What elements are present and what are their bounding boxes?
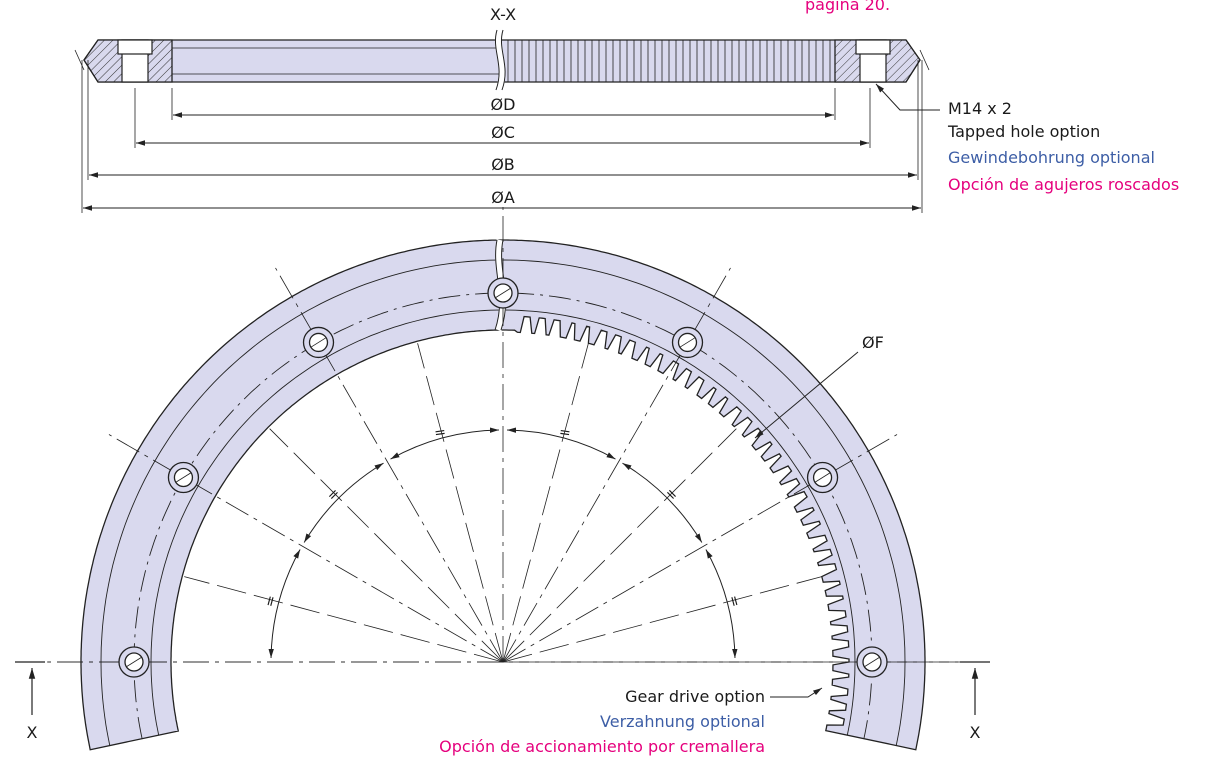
section-mark: X — [970, 723, 981, 742]
center-line — [270, 429, 503, 662]
equal-mark: = — [558, 424, 572, 441]
tapped-en: Tapped hole option — [947, 122, 1100, 141]
bolt-counterbore — [118, 40, 152, 54]
drawing: página 20. X-X ØD ØC ØB ØA M14 x 2 Tappe… — [0, 0, 1227, 767]
dim-a: ØA — [491, 188, 515, 207]
dim-d: ØD — [491, 95, 516, 114]
hole-axis — [920, 50, 929, 70]
angle-arc — [622, 463, 701, 542]
center-line — [418, 343, 503, 662]
center-line — [503, 577, 822, 662]
hole-axis — [75, 50, 84, 70]
center-line — [503, 429, 736, 662]
dim-f: ØF — [862, 333, 884, 352]
leader — [770, 688, 822, 697]
equal-mark: = — [324, 485, 344, 505]
dim-c: ØC — [491, 123, 515, 142]
gear-de: Verzahnung optional — [600, 712, 765, 731]
tapped-es: Opción de agujeros roscados — [948, 175, 1179, 194]
gear-es: Opción de accionamiento por cremallera — [439, 737, 765, 756]
section-label: X-X — [490, 5, 516, 24]
page-ref: página 20. — [805, 0, 890, 14]
section-mark: X — [27, 723, 38, 742]
equal-mark: = — [262, 594, 280, 609]
center-line — [184, 577, 503, 662]
tapped-size: M14 x 2 — [948, 99, 1012, 118]
bolt-counterbore — [856, 40, 890, 54]
equal-mark: = — [433, 424, 447, 441]
equal-mark: = — [661, 485, 681, 505]
equal-mark: = — [725, 594, 743, 609]
center-line — [503, 343, 588, 662]
dim-b: ØB — [491, 155, 515, 174]
angle-arc — [304, 463, 383, 542]
leader — [876, 84, 940, 110]
tapped-de: Gewindebohrung optional — [948, 148, 1155, 167]
gear-en: Gear drive option — [625, 687, 765, 706]
